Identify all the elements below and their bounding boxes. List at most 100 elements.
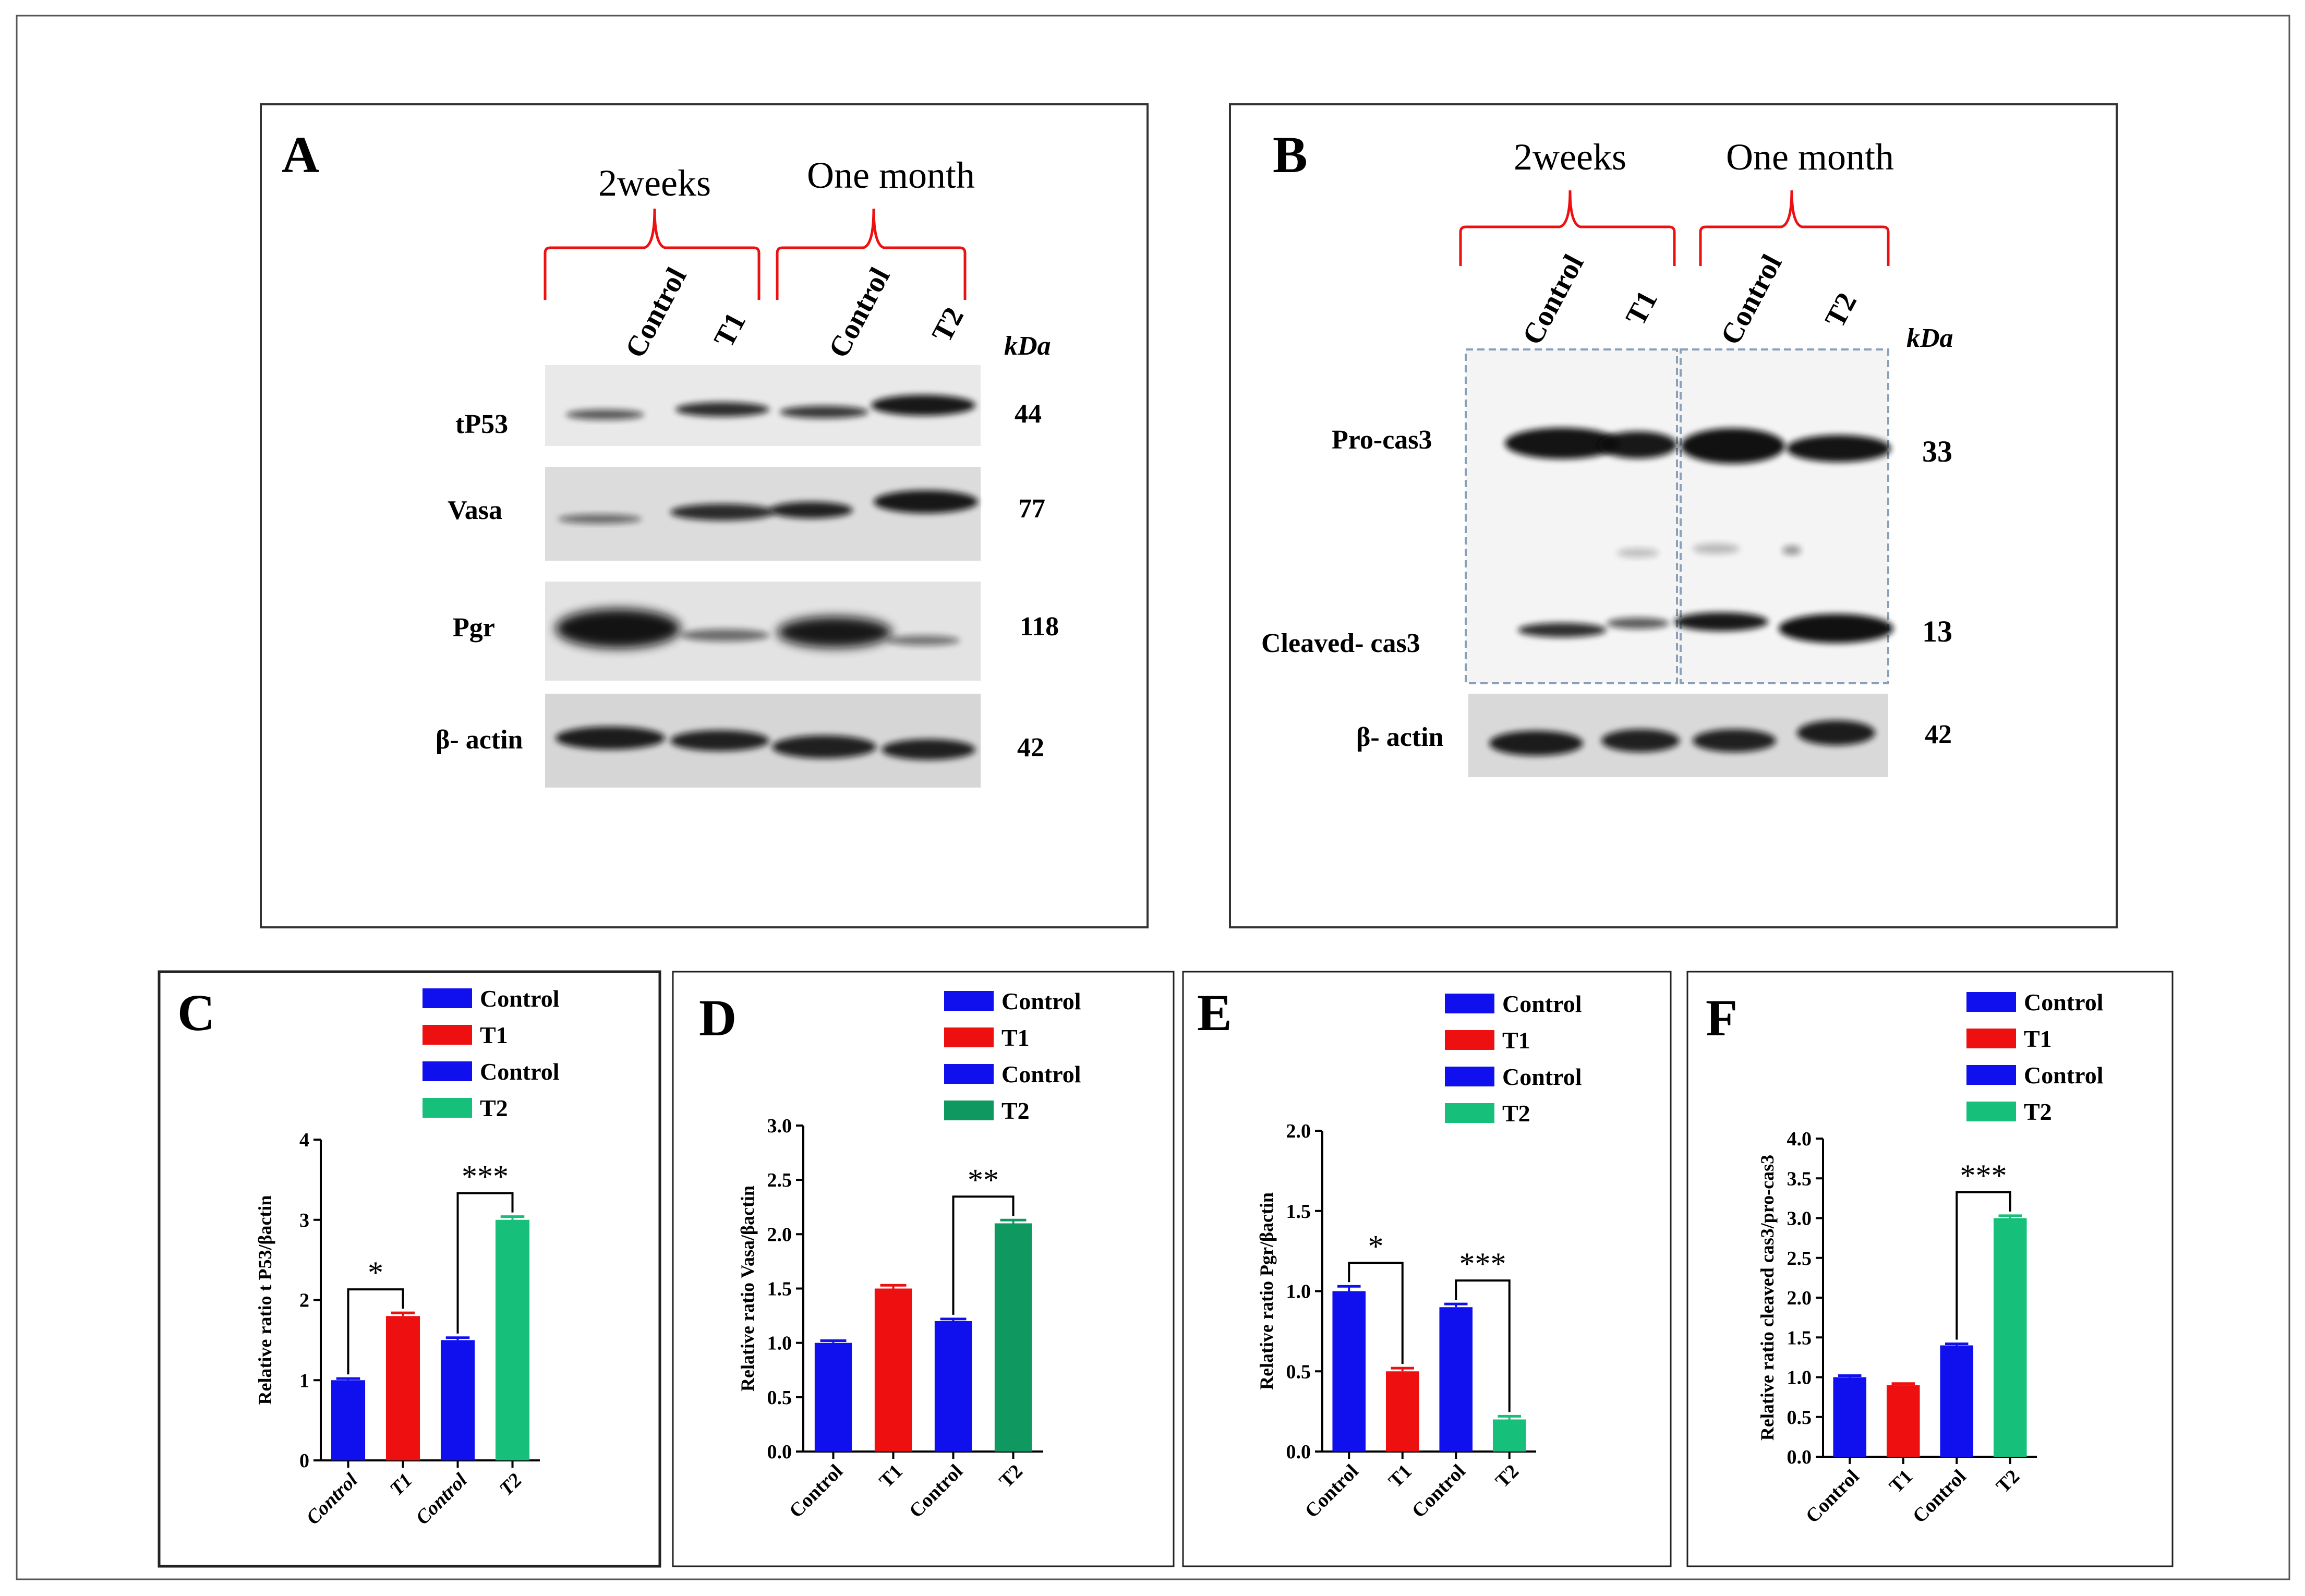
y-tick-label: 4.0: [1787, 1128, 1812, 1150]
y-tick-label: 0.0: [767, 1441, 792, 1463]
group-label-one-month: One month: [1726, 136, 1894, 178]
band: [1617, 548, 1659, 558]
protein-label: β- actin: [436, 725, 523, 755]
x-tick-label: Control: [1802, 1466, 1864, 1528]
band: [1797, 720, 1875, 745]
legend-label: T1: [480, 1022, 508, 1048]
legend-swatch: [423, 1061, 472, 1081]
bar: [331, 1380, 366, 1460]
x-tick-label: T2: [1992, 1466, 2024, 1497]
group-bracket-one-month: [776, 208, 967, 300]
band: [1601, 729, 1680, 752]
protein-label: Vasa: [448, 495, 502, 525]
band: [670, 504, 775, 521]
band: [566, 409, 644, 420]
y-axis-label: Relative ratio cleaved cas3/pro-cas3: [1757, 1155, 1778, 1441]
band: [675, 402, 769, 417]
protein-label: β- actin: [1356, 722, 1444, 752]
significance-bracket: [952, 1195, 1015, 1315]
y-axis-label: Relative ratio Vasa/βactin: [737, 1186, 758, 1392]
significance-bracket: [1348, 1262, 1404, 1364]
x-tick-label: Control: [1909, 1466, 1971, 1528]
band: [1681, 428, 1785, 464]
panel-letter: D: [699, 989, 737, 1047]
significance-bracket: [456, 1192, 514, 1334]
legend-swatch: [1445, 1030, 1494, 1050]
band: [874, 490, 978, 513]
protein-label: Cleaved- cas3: [1261, 628, 1420, 658]
protein-label: Pro-cas3: [1332, 425, 1432, 455]
band: [556, 727, 665, 749]
legend-label: T1: [1502, 1027, 1530, 1054]
x-tick-label: T1: [385, 1469, 417, 1501]
legend-label: Control: [1001, 988, 1081, 1014]
y-tick-label: 2.0: [767, 1224, 792, 1246]
blot-box-2weeks: [1465, 348, 1678, 684]
lane-label: Control: [823, 262, 897, 363]
legend-label: T2: [2024, 1098, 2052, 1125]
kda-value: 42: [1017, 733, 1044, 763]
legend-label: T2: [1502, 1100, 1530, 1127]
band: [558, 514, 642, 524]
legend-label: Control: [1502, 1063, 1582, 1090]
band: [1693, 729, 1776, 752]
lane-label: T1: [1620, 285, 1664, 331]
legend-swatch: [423, 988, 472, 1008]
panel-b-frame: [1229, 103, 2118, 928]
group-label-one-month: One month: [807, 154, 975, 196]
legend-swatch: [1966, 992, 2016, 1012]
legend-label: T1: [2024, 1025, 2052, 1052]
band: [1607, 618, 1669, 629]
chart-frame: [672, 971, 1175, 1567]
y-tick-label: 2.5: [767, 1169, 792, 1191]
band: [1599, 431, 1677, 458]
legend-swatch: [423, 1025, 472, 1045]
chart-panel-f: F ControlT1ControlT20.00.51.01.52.02.53.0…: [1686, 971, 2174, 1567]
x-tick-label: T2: [1491, 1460, 1523, 1492]
group-bracket-one-month: [1699, 190, 1890, 266]
protein-label: tP53: [455, 409, 508, 439]
band: [777, 616, 892, 648]
significance-label: **: [968, 1163, 999, 1197]
legend-swatch: [1966, 1029, 2016, 1048]
legend-swatch: [1445, 994, 1494, 1013]
bar: [814, 1343, 852, 1452]
y-tick-label: 2: [299, 1290, 309, 1312]
y-tick-label: 0.0: [1286, 1441, 1311, 1463]
legend-swatch: [423, 1098, 472, 1118]
significance-label: ***: [1960, 1158, 2007, 1193]
panel-a-frame: [260, 103, 1149, 928]
x-tick-label: T2: [495, 1469, 526, 1501]
blot-box-one-month: [1680, 348, 1889, 684]
band: [556, 609, 681, 648]
bar: [440, 1340, 475, 1460]
significance-label: *: [368, 1255, 383, 1290]
legend-label: Control: [1001, 1061, 1081, 1087]
y-tick-label: 2.0: [1286, 1120, 1311, 1142]
x-tick-label: T2: [995, 1460, 1027, 1492]
outer-frame: [16, 15, 2290, 1580]
significance-bracket: [1956, 1191, 2011, 1340]
bar: [1940, 1345, 1974, 1457]
band: [670, 730, 769, 751]
y-tick-label: 1.0: [1286, 1281, 1311, 1303]
kda-label: kDa: [1004, 331, 1051, 361]
bar: [1993, 1218, 2027, 1457]
y-tick-label: 0.0: [1787, 1446, 1812, 1468]
band: [887, 635, 960, 646]
y-tick-label: 2.5: [1787, 1248, 1812, 1269]
band: [1518, 623, 1607, 637]
bar: [1833, 1377, 1867, 1457]
x-tick-label: Control: [1301, 1460, 1363, 1522]
y-tick-label: 3: [299, 1210, 309, 1231]
band: [681, 629, 769, 642]
legend-swatch: [944, 1064, 994, 1084]
legend-swatch: [1445, 1103, 1494, 1123]
y-tick-label: 1.0: [1787, 1367, 1812, 1389]
group-label-2weeks: 2weeks: [598, 162, 711, 204]
kda-value: 118: [1020, 612, 1059, 642]
y-tick-label: 1.5: [767, 1278, 792, 1300]
